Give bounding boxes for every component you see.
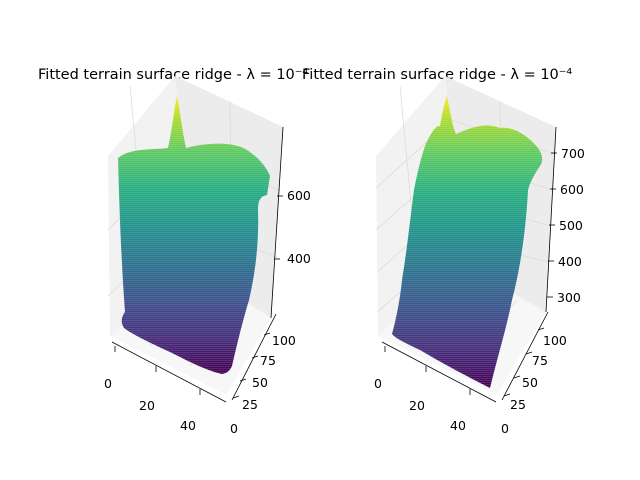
x-tick-left-0: 0	[104, 376, 112, 391]
x-tick-right-0: 0	[374, 376, 382, 391]
z-tick-right-1: 400	[558, 254, 582, 269]
x-ticks-right	[384, 346, 471, 395]
subplot-right: Fitted terrain surface ridge - λ = 10⁻⁴	[302, 67, 585, 436]
surface-right-mesh	[392, 96, 543, 388]
y-tick-left-4: 100	[272, 333, 296, 348]
z-tick-right-0: 300	[557, 290, 581, 305]
y-tick-left-2: 50	[252, 375, 268, 390]
axes-right	[381, 126, 557, 403]
z-tick-right-3: 600	[560, 182, 584, 197]
x-ticks-left	[114, 346, 201, 395]
y-tick-right-3: 75	[532, 353, 548, 368]
x-tick-left-1: 20	[139, 398, 155, 413]
x-tick-right-1: 20	[409, 398, 425, 413]
chart-title-right: Fitted terrain surface ridge - λ = 10⁻⁴	[302, 67, 572, 83]
y-tick-right-1: 25	[510, 397, 526, 412]
x-tick-left-2: 40	[180, 418, 196, 433]
z-ticks-left	[274, 195, 283, 260]
z-tick-left-0: 400	[287, 251, 311, 266]
y-tick-left-0: 0	[230, 421, 238, 436]
z-tick-right-4: 700	[561, 146, 585, 161]
y-tick-left-3: 75	[260, 353, 276, 368]
surface-left-mesh	[118, 96, 270, 374]
z-ticks-right	[547, 152, 557, 298]
y-tick-right-0: 0	[501, 421, 509, 436]
y-tick-right-2: 50	[522, 375, 538, 390]
subplot-left: Fitted terrain surface ridge - λ = 10⁻⁴	[38, 67, 311, 436]
y-tick-left-1: 25	[242, 397, 258, 412]
z-tick-left-1: 600	[287, 188, 311, 203]
y-tick-right-4: 100	[543, 333, 567, 348]
chart-title-left: Fitted terrain surface ridge - λ = 10⁻⁴	[38, 67, 308, 83]
z-tick-right-2: 500	[559, 218, 583, 233]
y-ticks-left	[232, 332, 271, 399]
y-ticks-right	[503, 327, 545, 397]
x-tick-right-2: 40	[450, 418, 466, 433]
